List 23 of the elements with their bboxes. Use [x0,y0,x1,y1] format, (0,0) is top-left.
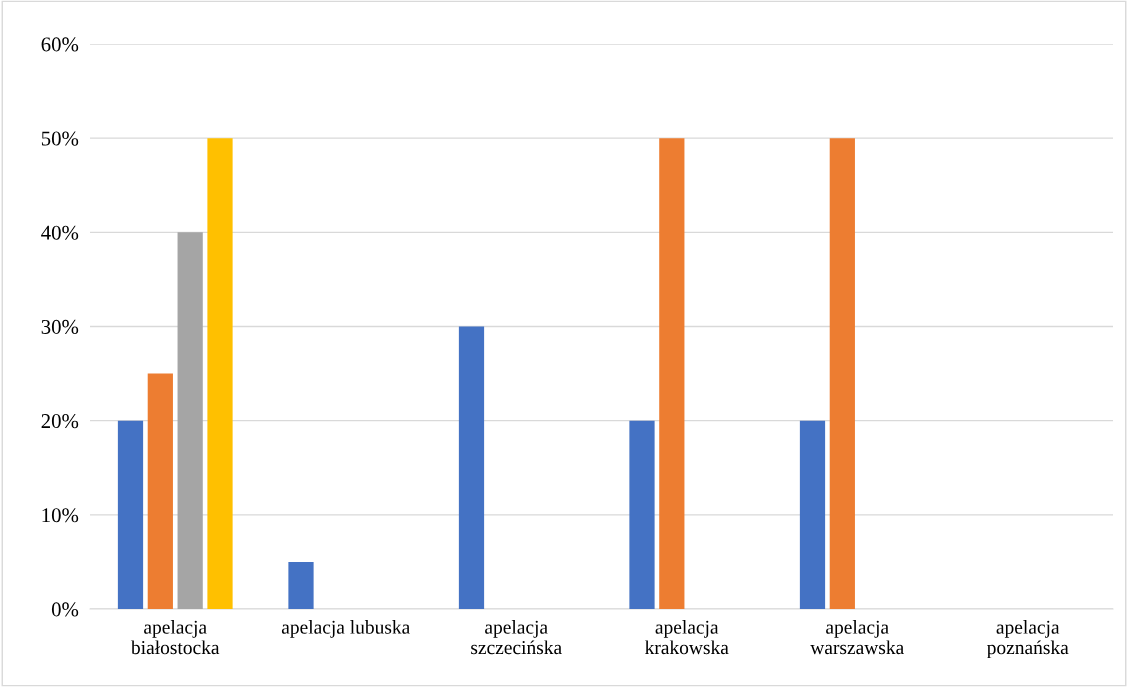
y-tick-label: 0% [51,602,79,617]
y-tick-label: 30% [41,319,79,334]
bar [659,138,685,609]
bar [458,326,485,609]
bar [629,420,655,609]
bar [147,373,173,609]
bar [177,232,203,609]
y-tick-label: 20% [41,414,79,429]
y-tick-label: 60% [41,37,79,52]
x-tick-label: apelacja krakowska [645,620,729,655]
bar [117,420,144,609]
y-tick-label: 10% [42,508,79,523]
x-tick-label: apelacja szczecińska [471,620,562,655]
bar [829,138,855,609]
bar [288,561,314,609]
x-tick-label: apelacja lubuska [281,620,410,638]
x-tick-label: apelacja białostocka [130,620,220,655]
y-tick-label: 50% [41,131,79,146]
bar [207,138,233,609]
x-tick-label: apelacja poznańska [987,620,1069,659]
x-tick-label: apelacja warszawska [810,620,904,655]
y-tick-label: 40% [41,225,79,240]
bar [799,420,826,609]
